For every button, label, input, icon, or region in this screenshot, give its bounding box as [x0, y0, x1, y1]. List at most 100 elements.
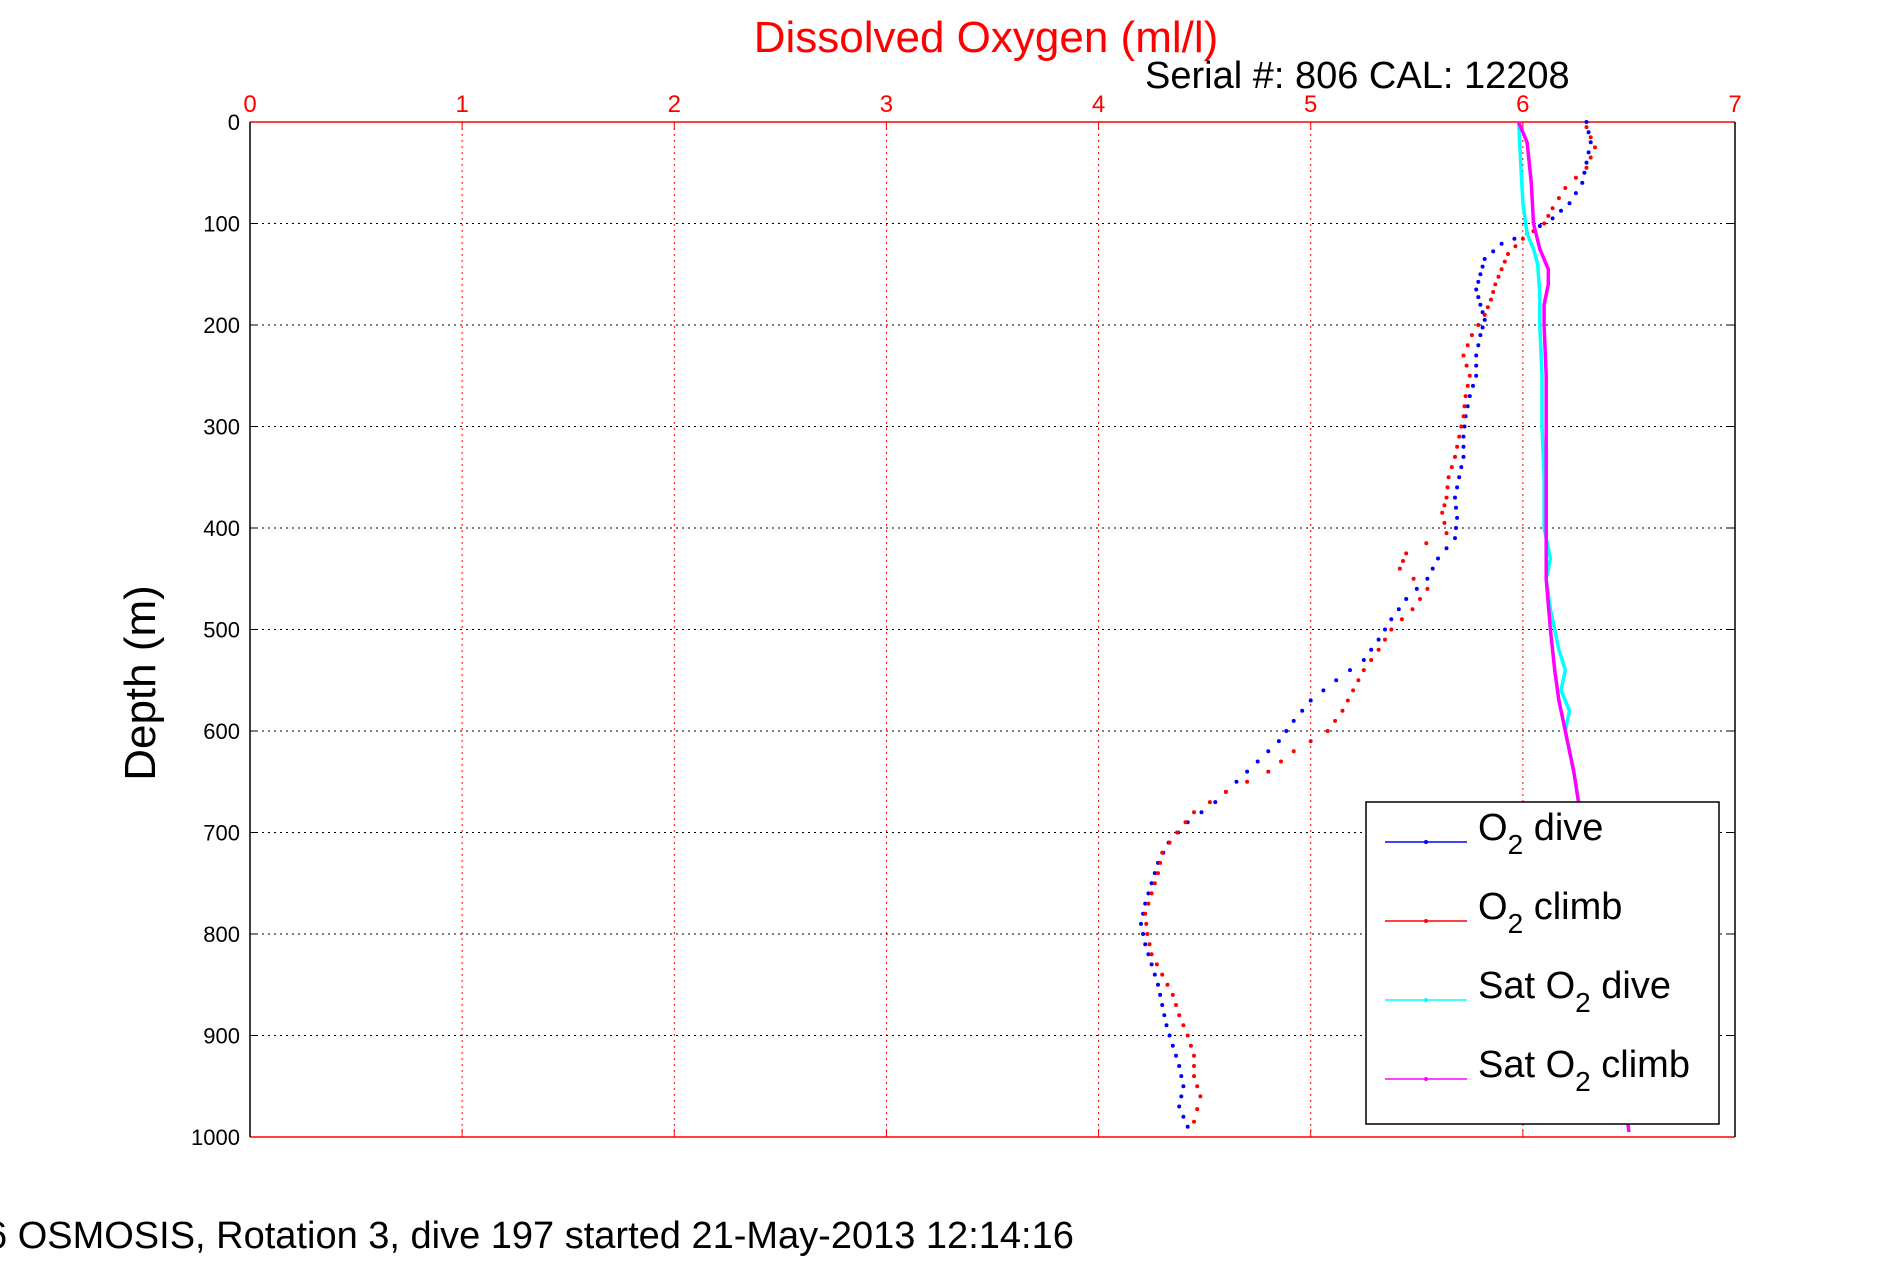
data-point-o2-dive — [1512, 236, 1517, 241]
data-point-o2-dive — [1573, 191, 1578, 196]
data-point-o2-climb — [1440, 510, 1445, 515]
data-point-o2-climb — [1464, 363, 1469, 368]
data-point-o2-climb — [1147, 942, 1152, 947]
legend-marker-sat-o2-climb — [1424, 1077, 1428, 1081]
series-o2-climb — [1143, 125, 1597, 1124]
x-tick-label: 3 — [880, 91, 893, 118]
footer-caption: 6 OSMOSIS, Rotation 3, dive 197 started … — [0, 1215, 1074, 1257]
x-tick-label: 5 — [1304, 91, 1317, 118]
data-point-o2-dive — [1146, 891, 1151, 896]
data-point-o2-climb — [1356, 678, 1361, 683]
data-point-o2-climb — [1181, 1023, 1186, 1028]
data-point-o2-dive — [1457, 475, 1462, 480]
data-point-o2-dive — [1461, 434, 1466, 439]
data-point-o2-climb — [1389, 627, 1394, 632]
data-point-o2-dive — [1160, 1003, 1165, 1007]
data-point-o2-climb — [1397, 566, 1402, 571]
data-point-o2-climb — [1442, 503, 1447, 508]
data-point-o2-dive — [1167, 1033, 1172, 1038]
data-point-o2-dive — [1291, 718, 1296, 723]
y-tick-label: 500 — [203, 618, 240, 643]
data-point-o2-climb — [1192, 1053, 1196, 1058]
data-point-o2-dive — [1474, 363, 1479, 368]
data-point-o2-dive — [1474, 353, 1479, 358]
data-point-o2-dive — [1453, 536, 1457, 541]
data-point-o2-climb — [1146, 901, 1151, 906]
legend-label-o2-climb: O2 climb — [1478, 886, 1622, 939]
data-point-o2-dive — [1143, 942, 1148, 947]
legend-label-sat-o2-dive: Sat O2 dive — [1478, 965, 1671, 1018]
data-point-o2-dive — [1455, 485, 1460, 490]
data-point-o2-climb — [1308, 739, 1313, 744]
data-point-o2-dive — [1199, 810, 1204, 815]
y-tick-label: 600 — [203, 719, 240, 744]
legend-box — [1365, 801, 1720, 1125]
data-point-o2-climb — [1185, 1033, 1190, 1038]
data-point-o2-climb — [1444, 495, 1449, 500]
data-point-o2-climb — [1144, 921, 1149, 926]
data-point-o2-climb — [1455, 444, 1460, 449]
data-point-o2-dive — [1454, 505, 1458, 510]
data-point-o2-dive — [1465, 404, 1470, 409]
data-point-o2-dive — [1478, 333, 1483, 338]
data-point-o2-climb — [1333, 718, 1338, 723]
data-point-o2-dive — [1474, 287, 1479, 292]
data-point-o2-climb — [1469, 333, 1474, 338]
data-point-o2-dive — [1162, 1013, 1167, 1018]
data-point-o2-climb — [1143, 911, 1148, 916]
data-point-o2-dive — [1174, 1053, 1178, 1058]
data-point-o2-dive — [1462, 424, 1467, 429]
data-point-o2-dive — [1158, 992, 1163, 997]
data-point-o2-climb — [1266, 769, 1271, 774]
data-point-o2-dive — [1550, 216, 1555, 221]
data-point-o2-dive — [1559, 208, 1563, 213]
data-point-o2-climb — [1465, 383, 1470, 388]
data-point-o2-dive — [1482, 257, 1487, 261]
data-point-o2-climb — [1546, 213, 1551, 218]
data-point-o2-climb — [1502, 259, 1507, 264]
data-point-o2-dive — [1480, 325, 1485, 330]
data-point-o2-climb — [1493, 282, 1498, 287]
data-point-o2-dive — [1580, 180, 1585, 185]
data-point-o2-dive — [1170, 1043, 1175, 1048]
data-point-o2-dive — [1482, 317, 1487, 322]
data-point-o2-dive — [1461, 454, 1466, 459]
data-point-o2-climb — [1588, 155, 1593, 160]
data-point-o2-dive — [1139, 921, 1143, 926]
data-point-o2-climb — [1584, 165, 1589, 170]
data-point-o2-climb — [1183, 820, 1188, 825]
data-point-o2-climb — [1489, 297, 1493, 302]
data-point-o2-climb — [1345, 698, 1350, 703]
x-tick-label: 6 — [1516, 91, 1529, 118]
data-point-o2-dive — [1164, 1023, 1169, 1028]
data-point-o2-climb — [1156, 871, 1160, 876]
data-point-o2-dive — [1480, 264, 1485, 269]
data-point-o2-climb — [1175, 830, 1180, 835]
data-point-o2-dive — [1453, 495, 1457, 500]
legend-marker-o2-dive — [1424, 840, 1428, 844]
data-point-o2-dive — [1149, 962, 1154, 967]
data-point-o2-climb — [1158, 860, 1163, 865]
data-point-o2-climb — [1404, 551, 1409, 556]
data-point-o2-climb — [1188, 1043, 1193, 1048]
data-point-o2-dive — [1266, 749, 1271, 754]
data-point-o2-climb — [1174, 1003, 1178, 1007]
data-point-o2-climb — [1160, 850, 1165, 855]
data-point-o2-climb — [1167, 840, 1172, 845]
data-point-o2-climb — [1361, 668, 1366, 673]
legend: O2 dive O2 climb Sat O2 dive Sat O2 climb — [1365, 801, 1720, 1125]
data-point-o2-dive — [1185, 1124, 1190, 1129]
data-point-o2-climb — [1446, 475, 1451, 480]
data-point-o2-climb — [1461, 353, 1466, 358]
data-point-o2-dive — [1461, 444, 1466, 449]
data-point-o2-dive — [1396, 607, 1401, 612]
data-point-o2-dive — [1234, 779, 1239, 784]
data-point-o2-dive — [1383, 627, 1387, 632]
data-point-o2-dive — [1376, 637, 1381, 642]
y-tick-label: 300 — [203, 415, 240, 440]
x-tick-label: 2 — [668, 91, 681, 118]
data-point-o2-climb — [1424, 541, 1429, 546]
data-point-o2-climb — [1457, 434, 1462, 439]
legend-label-sat-o2-climb: Sat O2 climb — [1478, 1044, 1690, 1097]
data-point-o2-climb — [1476, 323, 1481, 327]
